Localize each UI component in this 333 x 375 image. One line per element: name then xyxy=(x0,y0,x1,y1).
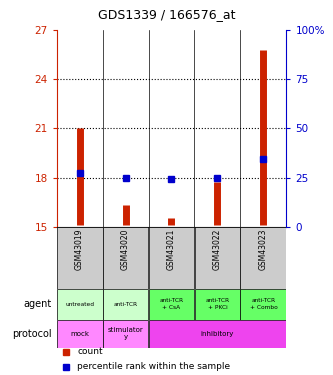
Text: anti-TCR
+ CsA: anti-TCR + CsA xyxy=(160,298,183,310)
Text: stimulator
y: stimulator y xyxy=(108,327,144,340)
Text: untreated: untreated xyxy=(65,302,94,307)
Text: GSM43021: GSM43021 xyxy=(167,229,176,270)
Bar xyxy=(240,227,286,289)
Text: agent: agent xyxy=(24,299,52,309)
Text: anti-TCR
+ PKCi: anti-TCR + PKCi xyxy=(205,298,229,310)
Text: anti-TCR
+ Combo: anti-TCR + Combo xyxy=(249,298,277,310)
Text: protocol: protocol xyxy=(12,328,52,339)
Text: anti-TCR: anti-TCR xyxy=(114,302,138,307)
Bar xyxy=(194,289,240,320)
Text: GDS1339 / 166576_at: GDS1339 / 166576_at xyxy=(98,8,235,21)
Bar xyxy=(149,320,286,348)
Bar xyxy=(149,227,194,289)
Text: count: count xyxy=(77,347,103,356)
Text: inhibitory: inhibitory xyxy=(201,331,234,337)
Text: GSM43019: GSM43019 xyxy=(75,229,84,270)
Text: GSM43023: GSM43023 xyxy=(259,229,268,270)
Text: GSM43020: GSM43020 xyxy=(121,229,130,270)
Text: GSM43022: GSM43022 xyxy=(213,229,222,270)
Bar xyxy=(103,227,149,289)
Bar xyxy=(103,289,149,320)
Text: percentile rank within the sample: percentile rank within the sample xyxy=(77,363,230,372)
Bar xyxy=(149,289,194,320)
Bar xyxy=(57,289,103,320)
Bar xyxy=(194,227,240,289)
Text: mock: mock xyxy=(70,331,89,337)
Bar xyxy=(240,289,286,320)
Bar xyxy=(57,227,103,289)
Bar xyxy=(57,320,103,348)
Bar xyxy=(103,320,149,348)
